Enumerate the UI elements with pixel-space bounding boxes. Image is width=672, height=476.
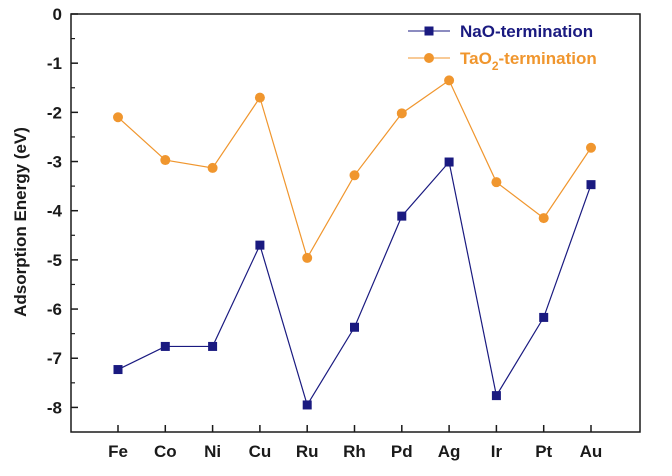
x-tick-label: Fe (108, 442, 128, 461)
plot-frame (70, 13, 641, 433)
x-tick-label: Ag (438, 442, 461, 461)
data-point (586, 142, 596, 153)
data-point (254, 92, 265, 103)
y-tick-label: 0 (53, 5, 62, 24)
legend-marker-tao2 (424, 53, 434, 63)
data-point (255, 240, 265, 250)
legend-item-naO: NaO-termination (408, 22, 593, 41)
y-tick-label: -2 (47, 103, 62, 122)
axes-layer: 0 -1 -2 -3 -4 -5 -6 -7 -8 Fe Co Ni Cu Ru Rh Pd Ag Ir Pt Au (47, 5, 641, 461)
data-point (491, 177, 502, 188)
legend-label-tao2-suffix: -termination (499, 49, 597, 68)
y-tick-label: -6 (47, 300, 62, 319)
data-point (160, 155, 171, 166)
data-point (396, 108, 407, 119)
x-tick-label: Au (580, 442, 603, 461)
data-point (302, 252, 313, 263)
data-point (586, 180, 596, 190)
x-tick-label: Pd (391, 442, 413, 461)
series-1 (113, 75, 596, 263)
legend-label-naO: NaO-termination (460, 22, 593, 41)
series-layer (113, 75, 596, 410)
series-line (117, 160, 592, 407)
y-tick-label: -4 (47, 202, 63, 221)
data-point (539, 312, 549, 322)
data-point (160, 341, 170, 351)
data-point (444, 75, 455, 86)
legend-label-tao2: TaO2-termination (460, 49, 597, 73)
y-tick-label: -7 (47, 349, 62, 368)
x-tick-label: Ru (296, 442, 319, 461)
x-tick-label: Co (154, 442, 177, 461)
series-line (117, 79, 592, 260)
y-axis-title: Adsorption Energy (eV) (11, 127, 30, 317)
x-tick-label: Cu (249, 442, 272, 461)
data-point (349, 170, 360, 181)
y-tick-label: -8 (47, 398, 62, 417)
data-point (208, 341, 218, 351)
legend-item-tao2: TaO2-termination (408, 49, 597, 73)
data-point (350, 322, 359, 332)
data-point (113, 365, 123, 375)
series-0 (113, 157, 596, 410)
x-tick-label: Ir (491, 442, 503, 461)
data-point (113, 112, 123, 123)
data-point (538, 213, 549, 224)
data-point (397, 211, 407, 221)
legend-label-tao2-main: TaO (460, 49, 492, 68)
y-tick-label: -3 (47, 153, 62, 172)
x-tick-label: Rh (343, 442, 366, 461)
y-tick-label: -5 (47, 251, 62, 270)
y-tick-label: -1 (47, 54, 62, 73)
legend: NaO-termination TaO2-termination (408, 22, 597, 73)
x-tick-label: Pt (535, 442, 552, 461)
legend-label-tao2-subscript: 2 (492, 59, 499, 73)
data-point (207, 162, 218, 173)
x-tick-label: Ni (204, 442, 221, 461)
legend-marker-naO (424, 26, 434, 36)
data-point (444, 157, 454, 167)
data-point (302, 400, 312, 410)
data-point (491, 391, 501, 401)
